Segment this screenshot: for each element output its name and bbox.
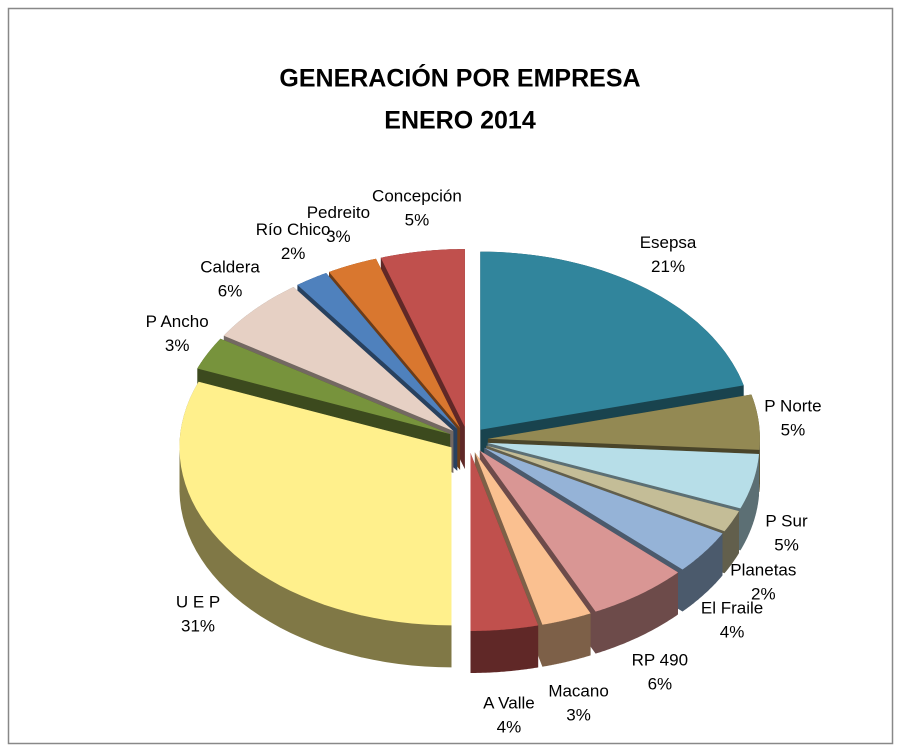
slice xyxy=(474,452,591,625)
slice-label: El Fraile xyxy=(701,599,763,618)
slice-value-label: 5% xyxy=(405,210,430,229)
slice xyxy=(487,394,760,450)
slice xyxy=(479,450,678,612)
slice xyxy=(197,338,451,435)
slice xyxy=(297,273,458,429)
slice-label: U E P xyxy=(176,593,220,612)
slice xyxy=(480,251,744,430)
slice xyxy=(329,258,461,428)
chart-title: GENERACIÓN POR EMPRESA xyxy=(279,63,640,93)
slice-label: Macano xyxy=(548,682,608,701)
slice-value-label: 3% xyxy=(326,227,351,246)
slice-label: P Ancho xyxy=(146,312,209,331)
slice-label: P Sur xyxy=(765,512,808,531)
slice xyxy=(179,381,452,626)
slice xyxy=(486,445,739,532)
slice-label: Río Chico xyxy=(256,220,331,239)
slice xyxy=(484,447,723,570)
slice-label: RP 490 xyxy=(632,651,688,670)
slice-label: Caldera xyxy=(200,258,260,277)
slice-value-label: 6% xyxy=(648,675,673,694)
chart-subtitle: ENERO 2014 xyxy=(384,107,536,135)
slice-value-label: 21% xyxy=(651,257,685,276)
slice-value-label: 5% xyxy=(781,420,806,439)
slice-value-label: 4% xyxy=(497,718,522,737)
slice xyxy=(380,249,465,428)
slice-value-label: 3% xyxy=(566,706,591,725)
slice-value-label: 2% xyxy=(281,244,306,263)
slice-value-label: 31% xyxy=(181,617,215,636)
pie xyxy=(179,249,760,673)
slice-label: P Norte xyxy=(764,396,821,415)
slice xyxy=(470,453,539,631)
slice-value-label: 4% xyxy=(720,623,745,642)
slice-label: Planetas xyxy=(730,561,796,580)
slice-label: A Valle xyxy=(483,694,535,713)
slice-value-label: 3% xyxy=(165,336,190,355)
slice xyxy=(487,442,759,509)
slice-label: Esepsa xyxy=(640,233,697,252)
slice xyxy=(223,287,454,431)
slice-label: Concepción xyxy=(372,186,462,205)
slice-value-label: 2% xyxy=(751,585,776,604)
slice-label: Pedreito xyxy=(307,203,370,222)
slice-value-label: 5% xyxy=(774,536,799,555)
slice-value-label: 6% xyxy=(218,282,243,301)
